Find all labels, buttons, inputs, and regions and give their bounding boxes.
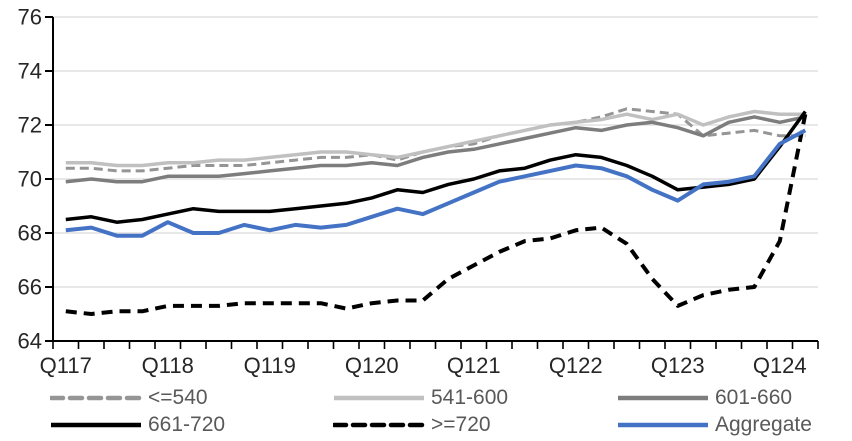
x-axis-tick-label: Q119 <box>244 353 296 378</box>
y-axis-tick-label: 76 <box>18 5 42 30</box>
legend-label-ge720: >=720 <box>431 413 491 436</box>
legend-line-sample-dashed-gray <box>50 395 142 401</box>
legend-label-601-660: 601-660 <box>715 386 793 409</box>
legend-label-le540: <=540 <box>148 386 208 409</box>
series-line-s601_660 <box>65 115 806 184</box>
series-line-aggregate <box>65 128 807 238</box>
y-axis-tick-label: 70 <box>18 167 42 192</box>
series-line-ge720 <box>65 113 808 316</box>
x-axis-tick-label: Q124 <box>753 353 807 378</box>
legend-item-le540: <=540 <box>50 386 208 410</box>
x-axis-tick-label: Q121 <box>447 353 501 378</box>
x-axis-tick-label: Q117 <box>40 353 92 378</box>
y-axis-tick-label: 74 <box>18 59 42 84</box>
series-line-s661_720 <box>65 110 807 224</box>
legend-line-sample-dark-gray <box>618 395 708 401</box>
legend-item-601-660: 601-660 <box>617 386 792 410</box>
x-axis-tick-label: Q118 <box>142 353 194 378</box>
x-axis-tick-label: Q122 <box>549 353 603 378</box>
y-axis-tick-label: 72 <box>18 113 42 138</box>
legend-item-661-720: 661-720 <box>50 413 225 437</box>
y-axis-tick-label: 66 <box>18 275 42 300</box>
legend-item-ge720: >=720 <box>333 413 491 437</box>
y-axis-tick-label: 64 <box>18 329 42 354</box>
series-line-s541_600 <box>65 109 806 168</box>
y-axis-tick-label: 68 <box>18 221 42 246</box>
legend-line-sample-black <box>51 422 141 428</box>
legend-label-aggregate: Aggregate <box>715 413 812 436</box>
x-axis-tick-label: Q120 <box>345 353 399 378</box>
legend-item-aggregate: Aggregate <box>617 413 812 437</box>
legend-line-sample-dashed-black <box>333 422 425 428</box>
legend-line-sample-blue <box>618 422 708 428</box>
legend-label-541-600: 541-600 <box>431 386 509 409</box>
x-axis-tick-label: Q123 <box>651 353 705 378</box>
legend-line-sample-light-gray <box>334 395 424 401</box>
legend-label-661-720: 661-720 <box>148 413 226 436</box>
legend-item-541-600: 541-600 <box>333 386 508 410</box>
